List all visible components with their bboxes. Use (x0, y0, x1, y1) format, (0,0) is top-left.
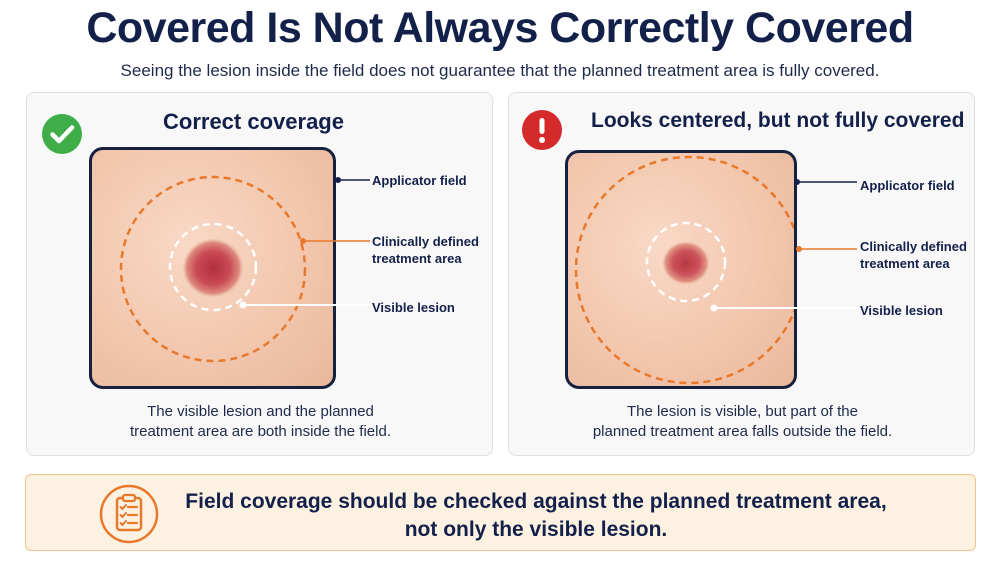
key-message-line1: Field coverage should be checked against… (185, 490, 887, 513)
panel-title: Correct coverage (163, 109, 344, 134)
lesion-margin-outline (645, 221, 727, 303)
page-subtitle: Seeing the lesion inside the field does … (120, 61, 880, 80)
treatment-area-outline (119, 175, 307, 363)
callout-lines (239, 177, 370, 309)
applicator-field (89, 147, 336, 389)
panel-caption-line1: The visible lesion and the planned (147, 403, 374, 420)
exclamation-icon (522, 110, 562, 150)
key-message-text: Field coverage should be checked against… (176, 488, 896, 544)
treatment-area-label-line2: treatment area (860, 256, 950, 271)
panel-caption-line1: The lesion is visible, but part of the (627, 403, 858, 420)
callout-lines (710, 179, 857, 312)
check-icon (42, 114, 82, 154)
visible-lesion-label: Visible lesion (860, 303, 943, 318)
panel-caption-line2: treatment area are both inside the field… (130, 423, 391, 440)
page-title: Covered Is Not Always Correctly Covered (86, 4, 914, 52)
key-message-banner: Field coverage should be checked against… (25, 474, 976, 551)
visible-lesion-label: Visible lesion (372, 300, 455, 315)
panel-caption-line2: planned treatment area falls outside the… (592, 423, 893, 440)
correct-coverage-panel: Correct coverage Applicator field Clinic… (26, 92, 493, 456)
treatment-area-label-line1: Clinically defined (372, 234, 479, 249)
visible-lesion (662, 241, 710, 285)
applicator-field-label: Applicator field (860, 178, 955, 193)
treatment-area-outline (574, 155, 794, 385)
not-fully-covered-panel: Looks centered, but not fully covered Ap… (508, 92, 975, 456)
applicator-field-label: Applicator field (372, 173, 467, 188)
visible-lesion (182, 238, 244, 298)
treatment-area-label-line2: treatment area (372, 251, 462, 266)
clipboard-checklist-icon (99, 484, 159, 544)
treatment-area-label-line1: Clinically defined (860, 239, 967, 254)
key-message-line2: not only the visible lesion. (404, 518, 668, 541)
lesion-margin-outline (168, 222, 258, 312)
applicator-field (565, 150, 797, 389)
panel-title: Looks centered, but not fully covered (591, 109, 965, 132)
